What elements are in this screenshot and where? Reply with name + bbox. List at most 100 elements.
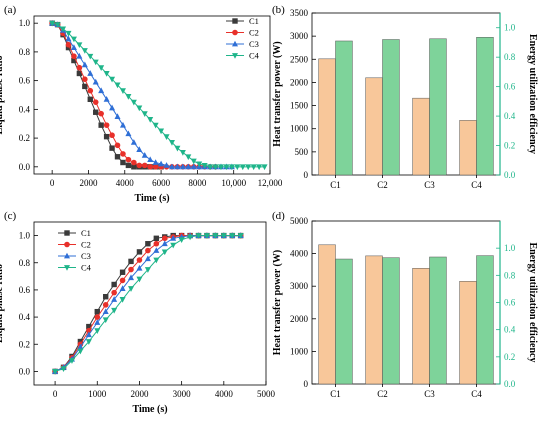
data-point (185, 154, 192, 161)
y-tick-label: 0.6 (19, 285, 31, 295)
data-point (60, 366, 67, 372)
data-point (82, 76, 88, 82)
y-tick-label: 3000 (290, 281, 309, 291)
x-tick-label: C4 (471, 180, 482, 190)
y-tick-label: 1.0 (19, 18, 31, 28)
series-c4 (52, 233, 244, 375)
data-point (196, 161, 203, 168)
data-point (168, 163, 175, 170)
y-tick-label: 0.0 (19, 366, 31, 376)
power-bar (412, 97, 430, 176)
data-point (109, 104, 116, 111)
plot-frame (33, 221, 267, 386)
y2-axis-title: Energy utilization efficiency (527, 34, 538, 154)
data-point (163, 162, 170, 168)
data-point (119, 88, 126, 94)
data-point (87, 70, 94, 76)
y-tick-label: 1500 (290, 101, 309, 111)
efficiency-bar (382, 39, 400, 176)
y-tick-label: 0.4 (19, 104, 31, 114)
data-point (111, 307, 118, 314)
data-point (212, 233, 219, 239)
x-tick-label: 8000 (188, 178, 207, 188)
data-point (70, 44, 77, 50)
data-point (85, 331, 92, 338)
y-tick-label: 0.0 (19, 162, 31, 172)
data-point (94, 328, 101, 334)
data-point (136, 257, 143, 263)
data-point (237, 233, 244, 239)
data-point (93, 109, 99, 115)
efficiency-bar (335, 258, 353, 385)
data-point (163, 134, 170, 140)
x-tick-label: C2 (377, 389, 388, 399)
power-bar (365, 77, 383, 176)
y2-tick-label: 0.6 (504, 82, 516, 92)
data-point (119, 285, 126, 291)
data-point (207, 164, 214, 171)
legend-marker (232, 40, 238, 47)
y-tick-label: 0.2 (19, 133, 30, 143)
series-c4 (49, 20, 268, 171)
data-point (250, 164, 257, 171)
data-point (145, 247, 151, 254)
data-point (111, 296, 118, 302)
power-bar (318, 244, 336, 385)
data-point (81, 48, 88, 54)
y-tick-label: 0.6 (19, 76, 31, 86)
data-point (103, 71, 110, 77)
data-point (94, 308, 100, 315)
legend-marker (232, 29, 238, 36)
data-point (98, 110, 104, 117)
legend-label: C3 (249, 39, 259, 49)
legend-marker (64, 230, 70, 236)
data-point (161, 235, 168, 242)
legend-label: C2 (81, 240, 91, 250)
y-tick-label: 1000 (290, 346, 309, 356)
data-point (190, 163, 197, 170)
data-point (102, 308, 109, 315)
data-point (87, 96, 93, 103)
panel-a: (a) 0 2000 4000 6000 8000 10,000 12,000 0.0 0.2 0.… (0, 4, 283, 204)
data-point (153, 257, 160, 264)
panel-label: (d) (272, 210, 285, 222)
legend-marker (232, 53, 238, 59)
data-point (153, 247, 160, 253)
data-point (77, 343, 84, 350)
data-point (82, 83, 88, 90)
data-point (76, 70, 83, 77)
y-tick-label: 3500 (290, 8, 309, 18)
y2-tick-label: 0.4 (504, 325, 516, 335)
data-point (86, 323, 92, 330)
power-bar (365, 255, 383, 385)
x-tick-label: 10,000 (221, 178, 246, 188)
data-point (203, 233, 210, 239)
data-point (92, 99, 99, 105)
data-point (120, 159, 126, 166)
legend-label: C4 (81, 263, 92, 273)
x-tick-label: 3000 (173, 389, 192, 399)
panel-label: (a) (4, 4, 17, 16)
y2-tick-label: 0.0 (504, 379, 516, 389)
data-point (147, 156, 154, 163)
efficiency-bar (429, 256, 447, 385)
data-point (195, 233, 202, 239)
data-point (239, 164, 246, 171)
y-tick-label: 1000 (290, 124, 309, 134)
data-point (76, 52, 83, 59)
panel-c: (c) 0 1000 2000 3000 4000 5000 0.0 0.2 0.4 0.6 0.8 1… (0, 210, 276, 415)
data-point (85, 339, 92, 345)
power-bar (318, 58, 336, 176)
data-point (76, 42, 83, 49)
y-axis-title: Liquid phase ratio (0, 56, 5, 135)
data-point (109, 132, 115, 139)
data-point (54, 22, 61, 28)
data-point (98, 65, 105, 72)
data-point (147, 164, 153, 170)
data-point (103, 133, 110, 140)
data-point (81, 61, 88, 68)
data-point (130, 99, 137, 106)
data-point (158, 160, 165, 167)
